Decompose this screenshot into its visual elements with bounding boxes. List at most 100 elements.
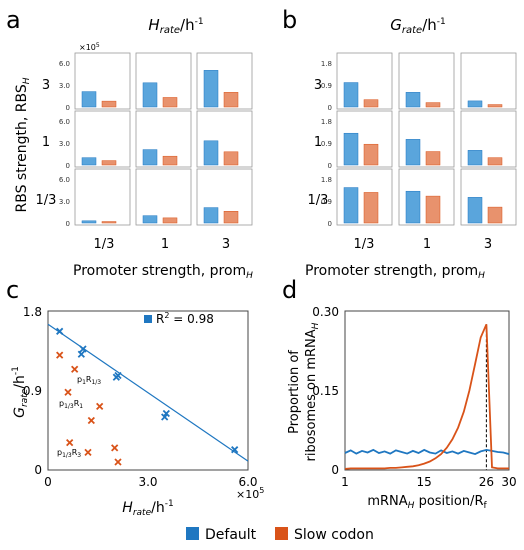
panel-d-y-tick-2: 0.30 [312, 305, 339, 319]
a-tick-label-2-0: 0 [66, 220, 70, 228]
point-stroke [96, 402, 104, 411]
a-bar-slow-codon-1-0 [101, 160, 117, 166]
panel-c-x-tick-1: 3.0 [138, 475, 157, 489]
point-stroke [161, 413, 169, 421]
b-bar-default-2-0 [343, 187, 359, 224]
a-tick-label-0-2: 6.0 [59, 60, 70, 68]
b-cell-0-1 [398, 52, 455, 110]
b-cell-1-1 [398, 110, 455, 168]
panel-c-legend-swatch [144, 315, 152, 323]
panel-c-point-slow-codon-5 [66, 438, 74, 447]
a-bar-slow-codon-1-2 [223, 151, 239, 166]
panel-a-bar-grid: 0 3.0 6.0 0 3.0 6.0 0 3.0 6.0 [59, 52, 253, 228]
b-cell-2-1 [398, 168, 455, 226]
panel-b-col-label-2: 3 [484, 237, 492, 252]
b-tick-label-2-0: 0 [328, 220, 332, 228]
panel-c-y-tick-1: 0.9 [23, 384, 42, 398]
a-bar-default-0-0 [81, 91, 97, 108]
panel-a-col-label-2: 3 [222, 237, 230, 252]
panel-b-col-label-1: 1 [423, 237, 431, 252]
panel-c-point-default-4 [112, 373, 120, 381]
panel-c-annotation-0: p1R1/3 [77, 375, 101, 386]
point-stroke [56, 327, 64, 335]
b-cell-0-2 [460, 52, 517, 110]
point-stroke [112, 373, 120, 381]
panel-c-point-slow-codon-4 [87, 416, 95, 425]
a-cell-2-2 [196, 168, 253, 226]
panel-c-legend-text: R2 = 0.98 [156, 311, 214, 326]
a-bar-default-1-2 [203, 140, 219, 166]
b-tick-label-1-0: 0 [328, 162, 332, 170]
point-stroke [77, 350, 85, 358]
panel-b-bar-grid: 0 0.9 1.8 0 0.9 1.8 0 0.9 1.8 [321, 52, 517, 228]
b-bar-slow-codon-0-0 [363, 99, 379, 108]
panel-c-multiplier: ×105 [236, 486, 264, 501]
panel-c-axes-frame [47, 310, 249, 471]
panel-a-col-label-1: 1 [161, 237, 169, 252]
point-stroke [56, 351, 64, 359]
panel-d-x-tick-3: 30 [501, 475, 516, 489]
a-bar-default-0-2 [203, 70, 219, 108]
legend-default-label: Default [205, 527, 257, 543]
b-cell-2-2 [460, 168, 517, 226]
panel-c-y-tick-2: 1.8 [23, 305, 42, 319]
b-bar-slow-codon-0-1 [425, 102, 441, 108]
panel-c-point-default-7 [231, 446, 239, 454]
panel-c-y-label: Grate/h-1 [11, 366, 30, 418]
point-stroke [114, 458, 122, 466]
b-bar-default-0-2 [467, 100, 483, 108]
panel-b-row-label-0: 3 [314, 78, 322, 93]
panel-d-axes-frame [344, 310, 510, 471]
panel-b-letter: b [282, 6, 297, 34]
panel-c-point-slow-codon-7 [84, 448, 92, 456]
a-bar-default-1-1 [142, 149, 158, 166]
legend-slow-codon-label: Slow codon [294, 527, 374, 543]
a-bar-default-1-0 [81, 157, 97, 166]
panel-b-title: Grate/h-1 [390, 16, 445, 36]
a-tick-label-0-1: 3.0 [59, 82, 70, 90]
b-bar-default-0-0 [343, 82, 359, 108]
a-tick-label-1-2: 6.0 [59, 118, 70, 126]
panel-d-plot-area: 1 15 26 30 [341, 323, 517, 489]
panel-c-point-slow-codon-8 [114, 458, 122, 466]
b-bar-slow-codon-2-0 [363, 192, 379, 224]
panel-c-point-default-1 [79, 345, 87, 353]
panel-d-x-tick-1: 15 [417, 475, 432, 489]
panel-c-x-tick-0: 0 [44, 475, 52, 489]
panel-a-col-label-0: 1/3 [94, 237, 115, 252]
panel-b-row-label-2: 1/3 [308, 193, 329, 208]
a-cell-0-1 [135, 52, 192, 110]
b-bar-default-2-2 [467, 197, 483, 224]
panel-a-row-label-2: 1/3 [36, 193, 57, 208]
panel-d-x-tick-0: 1 [341, 475, 349, 489]
b-cell-0-0 [336, 52, 393, 110]
point-stroke [84, 448, 92, 456]
panel-b-x-label: Promoter strength, promH [305, 263, 485, 281]
figure-legend: Default Slow codon [186, 527, 374, 543]
b-bar-default-0-1 [405, 92, 421, 108]
panel-c-y-tick-0: 0 [34, 463, 42, 477]
panel-d-y-label-line1: Proportion of [287, 350, 302, 434]
a-bar-default-2-1 [142, 215, 158, 224]
b-tick-label-2-2: 1.8 [321, 176, 332, 184]
b-bar-default-1-1 [405, 139, 421, 166]
panel-d-line-default [344, 448, 510, 456]
panel-a-title: Hrate/h-1 [148, 16, 203, 36]
a-cell-1-0 [74, 110, 131, 168]
b-tick-label-0-1: 0.9 [321, 82, 332, 90]
panel-a-y-label: RBS strength, RBSH [14, 77, 32, 212]
b-bar-default-1-2 [467, 150, 483, 166]
panel-a-row-label-1: 1 [42, 135, 50, 150]
a-bar-slow-codon-0-1 [162, 97, 178, 108]
b-cell-1-2 [460, 110, 517, 168]
point-stroke [111, 444, 119, 452]
point-stroke [231, 446, 239, 454]
panel-a-x-label: Promoter strength, promH [73, 263, 253, 281]
panel-c-point-slow-codon-2 [64, 388, 72, 396]
a-bar-slow-codon-2-0 [101, 221, 117, 224]
a-bar-default-2-2 [203, 207, 219, 224]
b-tick-label-0-0: 0 [328, 104, 332, 112]
panel-c-fit-line [47, 323, 249, 462]
b-bar-default-2-1 [405, 190, 421, 224]
panel-b-row-label-1: 1 [314, 135, 322, 150]
